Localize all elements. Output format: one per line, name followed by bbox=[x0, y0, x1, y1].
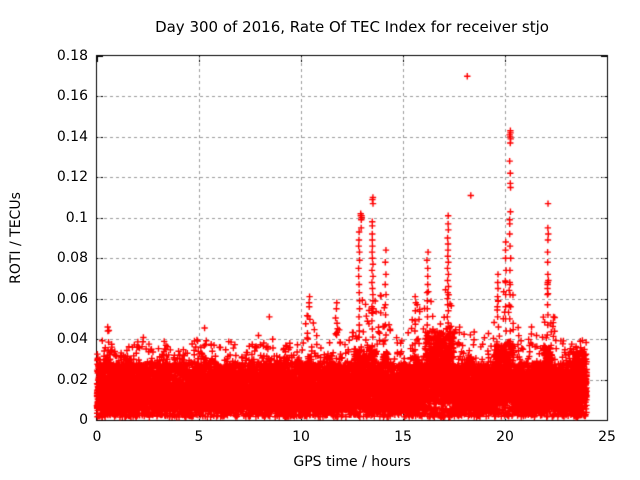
x-axis-label: GPS time / hours bbox=[293, 454, 411, 470]
y-tick-label: 0.06 bbox=[56, 290, 88, 307]
y-tick-label: 0.14 bbox=[56, 128, 88, 145]
chart-title: Day 300 of 2016, Rate Of TEC Index for r… bbox=[155, 18, 549, 36]
y-tick-label: 0.08 bbox=[56, 250, 88, 267]
y-tick-label: 0.12 bbox=[56, 169, 88, 186]
x-tick-label: 20 bbox=[496, 429, 514, 445]
y-tick-label: 0.16 bbox=[56, 88, 88, 105]
x-tick-label: 25 bbox=[598, 429, 616, 445]
y-tick-label: 0.02 bbox=[56, 371, 88, 388]
y-tick-label: 0.04 bbox=[56, 331, 88, 348]
x-tick-label: 10 bbox=[292, 429, 310, 445]
x-tick-label: 0 bbox=[92, 429, 102, 445]
y-tick-label: 0 bbox=[79, 412, 88, 428]
y-tick-label: 0.1 bbox=[65, 209, 88, 226]
y-tick-label: 0.18 bbox=[56, 48, 88, 64]
x-tick-label: 15 bbox=[394, 429, 412, 445]
x-tick-label: 5 bbox=[194, 429, 204, 445]
y-axis-label: ROTI / TECUs bbox=[8, 192, 24, 284]
